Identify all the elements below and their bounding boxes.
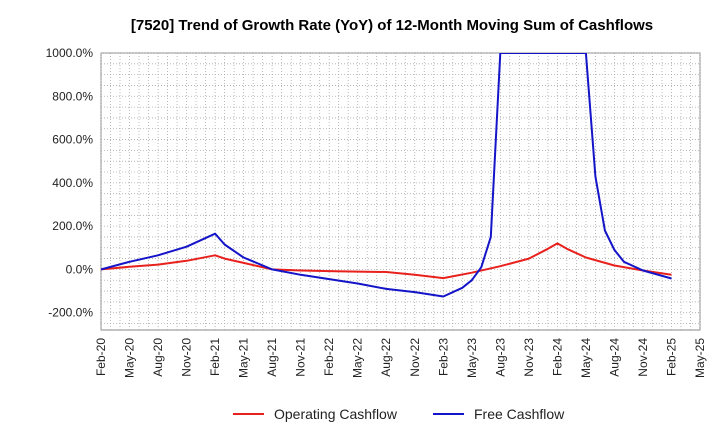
- x-tick-label: May-23: [465, 338, 479, 378]
- x-tick-label: May-25: [693, 338, 707, 378]
- x-tick-label: Feb-22: [322, 338, 336, 376]
- x-tick-label: Aug-22: [379, 338, 393, 377]
- x-tick-label: Aug-23: [493, 338, 507, 377]
- y-tick-label: -200.0%: [48, 306, 93, 320]
- x-tick-label: Feb-21: [208, 338, 222, 376]
- y-tick-label: 1000.0%: [46, 46, 94, 60]
- plot-area: [100, 52, 701, 331]
- y-tick-label: 400.0%: [52, 176, 93, 190]
- x-tick-label: Aug-21: [265, 338, 279, 377]
- y-tick-label: 600.0%: [52, 133, 93, 147]
- legend-label-operating-cashflow: Operating Cashflow: [274, 406, 398, 422]
- y-tick-label: 800.0%: [52, 89, 93, 103]
- x-tick-label: Aug-24: [607, 338, 621, 377]
- y-axis: -200.0% 0.0% 200.0% 400.0% 600.0% 800.0% 1000.…: [46, 46, 94, 320]
- x-tick-label: May-20: [123, 338, 137, 378]
- plot-frame: [100, 52, 701, 331]
- x-tick-label: May-21: [237, 338, 251, 378]
- x-tick-label: Aug-20: [151, 338, 165, 377]
- legend: Operating Cashflow Free Cashflow: [233, 406, 565, 422]
- x-tick-label: Nov-20: [180, 338, 194, 377]
- x-tick-label: Nov-23: [522, 338, 536, 377]
- legend-label-free-cashflow: Free Cashflow: [474, 406, 565, 422]
- series-line-operating-cashflow: [101, 242, 672, 280]
- series-layer: [101, 53, 672, 298]
- x-axis: Feb-20 May-20 Aug-20 Nov-20 Feb-21 May-21 Aug-…: [94, 338, 707, 378]
- y-tick-label: 0.0%: [66, 262, 94, 276]
- x-tick-label: Feb-24: [550, 338, 564, 376]
- x-tick-label: May-22: [351, 338, 365, 378]
- x-tick-label: Nov-21: [294, 338, 308, 377]
- y-tick-label: 200.0%: [52, 219, 93, 233]
- series-line-free-cashflow: [101, 53, 672, 298]
- x-tick-label: Nov-24: [636, 338, 650, 377]
- chart-title: [7520] Trend of Growth Rate (YoY) of 12-…: [131, 17, 653, 34]
- x-tick-label: May-24: [579, 338, 593, 378]
- x-tick-label: Nov-22: [408, 338, 422, 377]
- x-tick-label: Feb-23: [436, 338, 450, 376]
- x-tick-label: Feb-20: [94, 338, 108, 376]
- gridlines: [100, 52, 701, 330]
- x-tick-label: Feb-25: [664, 338, 678, 376]
